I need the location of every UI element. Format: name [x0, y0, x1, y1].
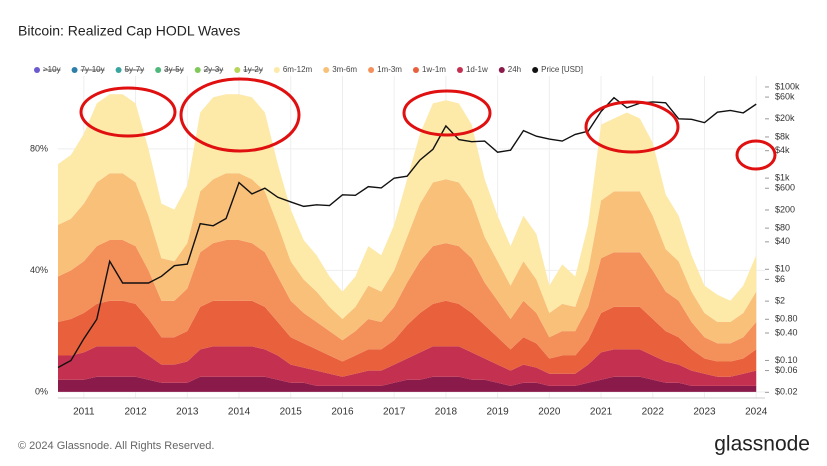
- footer: © 2024 Glassnode. All Rights Reserved.: [18, 440, 214, 452]
- y2-tick-label: $100k: [775, 81, 800, 91]
- legend-label: 24h: [508, 65, 521, 74]
- y2-tick-label: $20k: [775, 113, 795, 123]
- x-tick-label: 2016: [331, 407, 354, 418]
- y2-tick-label: $0.80: [775, 314, 798, 324]
- legend-label: 3m-6m: [332, 65, 357, 74]
- y2-tick-label: $600: [775, 183, 795, 193]
- x-tick-label: 2013: [176, 407, 199, 418]
- y2-tick-label: $1k: [775, 172, 790, 182]
- y2-tick-label: $10: [775, 264, 790, 274]
- highlight-ellipse: [584, 100, 680, 154]
- legend-swatch: [532, 67, 539, 73]
- y2-tick-label: $0.40: [775, 327, 798, 337]
- x-tick-label: 2017: [383, 407, 406, 418]
- legend-label: Price [USD]: [541, 65, 583, 74]
- y2-tick-label: $8k: [775, 131, 790, 141]
- legend: >10y 7y-10y 5y-7y 3y-5y 2y-3y 1y-2y 6m-12m 3m-6…: [34, 65, 583, 74]
- y2-tick-label: $0.02: [775, 387, 798, 397]
- annotations: [79, 77, 777, 171]
- x-tick-label: 2020: [538, 407, 561, 418]
- legend-label: 1d-1w: [466, 65, 488, 74]
- highlight-ellipse: [402, 89, 492, 137]
- y-tick-label: 80%: [30, 143, 48, 153]
- y2-tick-label: $200: [775, 204, 795, 214]
- x-tick-label: 2012: [124, 407, 147, 418]
- area-band: [58, 173, 757, 344]
- brand-logo: glassnode: [714, 433, 810, 456]
- highlight-ellipse: [79, 86, 177, 138]
- y-tick-label: 0%: [35, 386, 48, 396]
- legend-swatch: [368, 67, 375, 73]
- x-tick-label: 2015: [280, 407, 303, 418]
- chart-title: Bitcoin: Realized Cap HODL Waves: [18, 23, 240, 39]
- y2-tick-label: $80: [775, 222, 790, 232]
- y2-tick-label: $0.06: [775, 365, 798, 375]
- y-tick-label: 40%: [30, 265, 48, 275]
- legend-label: 1m-3m: [377, 65, 402, 74]
- legend-label: 1w-1m: [422, 65, 446, 74]
- y2-tick-label: $4k: [775, 145, 790, 155]
- x-tick-label: 2024: [745, 407, 768, 418]
- area-band: [58, 376, 757, 392]
- legend-swatch: [71, 67, 78, 73]
- legend-swatch: [498, 67, 505, 73]
- y2-tick-label: $0.10: [775, 355, 798, 365]
- legend-swatch: [412, 67, 419, 73]
- legend-swatch: [323, 67, 330, 73]
- x-tick-label: 2019: [486, 407, 509, 418]
- legend-swatch: [115, 67, 122, 73]
- highlight-ellipse: [179, 77, 301, 153]
- area-band: [58, 240, 757, 362]
- x-tick-label: 2014: [228, 407, 251, 418]
- y2-tick-label: $2: [775, 296, 785, 306]
- y2-tick-label: $6: [775, 274, 785, 284]
- legend-swatch: [34, 67, 40, 73]
- x-tick-label: 2011: [73, 407, 95, 418]
- legend-swatch: [155, 67, 162, 73]
- legend-swatch: [273, 67, 280, 73]
- area-band: [58, 300, 757, 377]
- x-tick-label: 2018: [435, 407, 458, 418]
- x-tick-label: 2021: [590, 407, 613, 418]
- legend-swatch: [456, 67, 463, 73]
- area-band: [58, 346, 757, 386]
- x-tick-label: 2023: [693, 407, 716, 418]
- y2-tick-label: $60k: [775, 91, 795, 101]
- legend-swatch: [194, 67, 201, 73]
- legend-label: 6m-12m: [283, 65, 313, 74]
- x-tick-label: 2022: [642, 407, 665, 418]
- legend-swatch: [234, 67, 241, 73]
- highlight-ellipse: [735, 139, 777, 171]
- y2-tick-label: $40: [775, 236, 790, 246]
